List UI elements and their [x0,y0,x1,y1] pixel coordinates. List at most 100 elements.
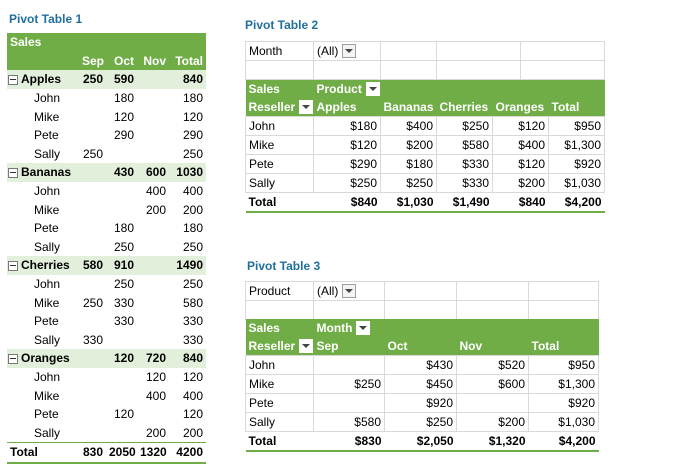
pt3-row-field[interactable]: Reseller [245,337,314,356]
pt1-cell-value: 180 [113,221,134,236]
pt2-column-header-row: Reseller Apples Bananas Cherries Oranges Tota… [245,98,605,117]
pt1-reseller-name: John [34,277,61,292]
pt3-col-header: Sep [313,337,385,356]
pt3-cell-value: $920 [384,393,457,413]
pt3-row-field-label: Reseller [248,338,296,353]
pt3-header-blank [384,319,457,337]
pt1-cell-value: 250 [182,146,203,161]
pt1-detail-row: Sally 250 250 [7,145,206,164]
pt2-cell-value: $180 [313,116,381,136]
pt1-group-name[interactable]: Oranges [7,349,79,368]
pt1-header-blank [137,33,169,52]
pt1-group-value [137,256,169,275]
pt1-cell-value: 250 [113,277,134,292]
pt1-group-label: Bananas [21,165,72,180]
pt3-total-value: $2,050 [384,431,457,452]
pt1-cell-value: 250 [82,295,103,310]
pt1-group-value: 1490 [169,256,206,275]
pt1-cell-value [79,126,106,145]
pt1-cell-value: 400 [182,388,203,403]
pt1-header-corner [7,51,79,71]
pt2-column-field[interactable]: Product [313,80,381,98]
pt1-detail-row: Mike 120 120 [7,107,206,126]
pt1-cell-value [79,219,106,238]
pt1-cell-value [79,89,106,108]
pt2-col-header: Oranges [492,98,549,117]
pt1-cell-value [106,331,137,350]
pt3-reseller-name: Sally [245,412,314,432]
minus-box-icon[interactable] [8,75,18,86]
pt1-group-value: 120 [106,349,137,368]
pt3-cell-value: $430 [384,355,457,375]
pt1-group-label: Cherries [21,258,70,273]
pt1-header-blank [106,33,137,52]
pt3-column-field[interactable]: Month [313,319,385,337]
dropdown-arrow-icon[interactable] [342,44,357,59]
pt1-cell-value [137,126,169,145]
pt3-cell-value: $520 [456,355,529,375]
pt1-group-row[interactable]: Oranges 120 720 840 [7,349,206,368]
pt1-col-header: Sep [79,51,106,71]
pt1-reseller-name: Mike [34,388,60,403]
pt2-col-header: Apples [313,98,381,117]
pt1-header-blank [169,33,206,52]
pt2-cell-value: $200 [492,173,549,193]
pt3-data-row: Sally $580 $250 $200 $1,030 [245,412,599,432]
pt3-header-blank [456,319,529,337]
pt2-cell-value: $1,300 [548,135,605,155]
dropdown-arrow-icon[interactable] [365,82,380,97]
pivot-table-3: Sales Month Reseller Sep Oct Nov Total John $430… [245,319,599,452]
pt2-cell-value: $1,030 [548,173,605,193]
pt3-sales-label: Sales [245,319,314,337]
pt1-group-name[interactable]: Bananas [7,163,79,182]
pt2-cell-value: $580 [436,135,493,155]
pt2-row-field[interactable]: Reseller [245,98,314,117]
pt1-detail-row: John 400 400 [7,182,206,201]
pt2-total-label: Total [245,192,314,213]
pt1-group-value [137,70,169,89]
dropdown-arrow-icon[interactable] [356,321,371,336]
pt1-group-row[interactable]: Cherries 580 910 1490 [7,256,206,275]
pt3-filter-value[interactable]: (All) [313,281,385,301]
pt1-group-value: 840 [169,70,206,89]
pt1-group-value: 600 [137,163,169,182]
dropdown-arrow-icon[interactable] [299,100,314,115]
pt1-detail-row: John 120 120 [7,368,206,387]
pivot-table-1-title: Pivot Table 1 [9,12,83,26]
pt3-filter-value-text: (All) [317,283,339,298]
pt3-total-label: Total [245,431,314,452]
pt1-detail-row: Mike 200 200 [7,200,206,219]
pt2-total-value: $1,490 [436,192,493,213]
pt2-total-value: $840 [313,192,381,213]
pivot-table-2-title: Pivot Table 2 [245,18,319,32]
pt2-header-blank [548,80,605,98]
pt1-cell-value: 400 [145,184,166,199]
pt1-group-row[interactable]: Bananas 430 600 1030 [7,163,206,182]
dropdown-arrow-icon[interactable] [342,284,357,299]
pt2-cell-value: $330 [436,173,493,193]
pt3-cell-value: $200 [456,412,529,432]
minus-box-icon[interactable] [8,261,18,272]
pt1-cell-value: 250 [182,277,203,292]
pt1-cell-value: 290 [113,128,134,143]
pt1-group-value: 590 [106,70,137,89]
pt1-cell-value [137,293,169,312]
pt1-cell-value: 200 [182,202,203,217]
minus-box-icon[interactable] [8,354,18,365]
pt1-group-value [79,163,106,182]
pt1-group-value: 580 [79,256,106,275]
pt1-detail-row: Sally 200 200 [7,423,206,442]
pt2-cell-value: $200 [380,135,437,155]
dropdown-arrow-icon[interactable] [299,339,314,354]
pt1-group-name[interactable]: Cherries [7,256,79,275]
pt1-group-value: 430 [106,163,137,182]
pt1-cell-value: 120 [182,369,203,384]
pt1-group-row[interactable]: Apples 250 590 840 [7,70,206,89]
pt1-col-header: Oct [106,51,137,71]
pt1-cell-value: 120 [113,109,134,124]
pt2-filter-value[interactable]: (All) [313,41,381,61]
pt1-reseller-name: Mike [34,109,60,124]
pt3-cell-value: $600 [456,374,529,394]
pt1-group-name[interactable]: Apples [7,70,79,89]
minus-box-icon[interactable] [8,168,18,179]
